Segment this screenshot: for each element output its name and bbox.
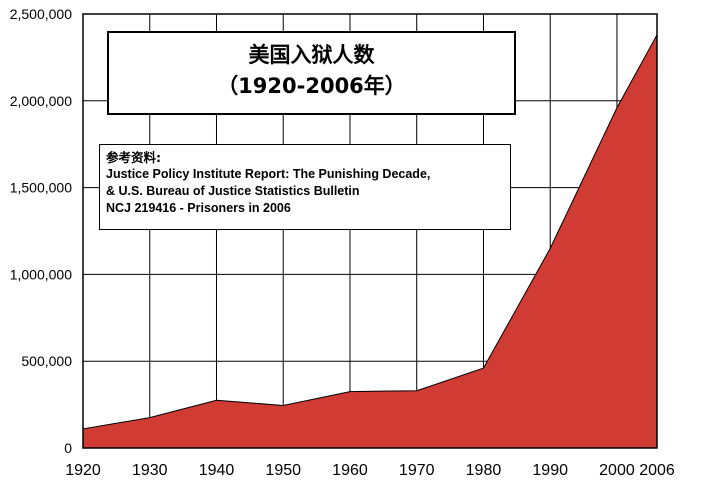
x-tick-label: 1930 (132, 462, 168, 479)
chart-title-box: 美国入狱人数 （1920-2006年） (107, 31, 516, 115)
x-tick-label: 2006 (639, 462, 675, 479)
y-tick-label: 0 (64, 440, 72, 456)
y-tick-label: 2,000,000 (10, 93, 72, 109)
reference-line-3: NCJ 219416 - Prisoners in 2006 (106, 201, 291, 215)
x-tick-label: 2000 (599, 462, 635, 479)
x-tick-label: 1950 (265, 462, 301, 479)
x-tick-label: 1990 (532, 462, 568, 479)
y-tick-label: 1,000,000 (10, 266, 72, 282)
reference-line-2: & U.S. Bureau of Justice Statistics Bull… (106, 184, 360, 198)
x-tick-label: 1920 (65, 462, 101, 479)
y-axis-tick-labels: 0 500,000 1,000,000 1,500,000 2,000,000 2,500… (10, 6, 73, 456)
y-tick-label: 500,000 (21, 353, 72, 369)
reference-line-1: Justice Policy Institute Report: The Pun… (106, 167, 431, 181)
y-tick-label: 1,500,000 (10, 180, 72, 196)
axes (82, 13, 658, 449)
x-axis-tick-labels: 1920 1930 1940 1950 1960 1970 1980 1990 2000 2006 (65, 462, 675, 479)
x-tick-label: 1980 (466, 462, 502, 479)
chart-subtitle-years: （1920-2006年） (217, 74, 406, 98)
chart-title: 美国入狱人数 (248, 43, 375, 67)
y-tick-label: 2,500,000 (10, 6, 72, 22)
x-tick-label: 1960 (332, 462, 368, 479)
plot-frame (82, 13, 658, 449)
x-tick-label: 1940 (199, 462, 235, 479)
x-tick-label: 1970 (399, 462, 435, 479)
reference-box: 参考资料: Justice Policy Institute Report: T… (99, 144, 511, 230)
reference-heading: 参考资料: (106, 150, 161, 165)
